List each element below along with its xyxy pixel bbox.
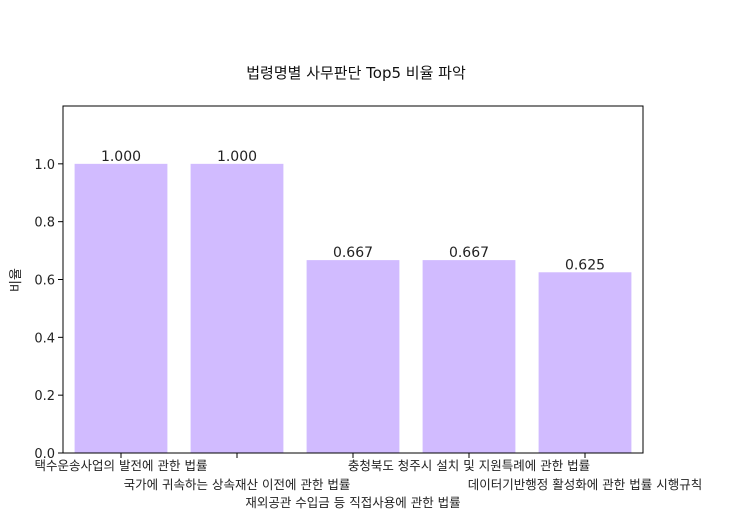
x-tick-label: 국가에 귀속하는 상속재산 이전에 관한 법률 [124, 477, 351, 492]
bar-value-label: 1.000 [101, 149, 141, 165]
y-tick-label: 0.8 [34, 216, 55, 231]
x-tick-label: 재외공관 수입금 등 직접사용에 관한 법률 [245, 495, 460, 510]
bars-group [74, 163, 632, 454]
bar-value-label: 1.000 [217, 149, 257, 165]
chart-title: 법령명별 사무판단 Top5 비율 파악 [246, 64, 466, 82]
y-tick-label: 0.4 [34, 331, 55, 346]
x-tick-label: 데이터기반행정 활성화에 관한 법률 시행규칙 [468, 477, 702, 492]
bar [306, 260, 400, 453]
x-tick-label: 택수운송사업의 발전에 관한 법률 [35, 458, 208, 473]
y-tick-label: 0.2 [34, 389, 55, 404]
bar [422, 260, 516, 453]
bar [538, 272, 632, 453]
plot-frame [62, 105, 644, 454]
bar-value-label: 0.667 [449, 245, 489, 261]
y-axis-label: 비율 [9, 268, 24, 292]
bar-value-label: 0.667 [333, 245, 373, 261]
bar [74, 163, 168, 454]
bar-labels-group: 1.000 1.000 0.667 0.667 0.625 [101, 149, 605, 273]
y-tick-label: 0.0 [34, 447, 55, 462]
y-axis: 0.0 0.2 0.4 0.6 0.8 1.0 [34, 158, 63, 462]
y-tick-label: 1.0 [34, 158, 55, 173]
y-tick-label: 0.6 [34, 274, 55, 289]
bar-value-label: 0.625 [565, 257, 605, 273]
bar [190, 163, 284, 454]
x-tick-label: 충청북도 청주시 설치 및 지원특례에 관한 법률 [348, 458, 590, 473]
